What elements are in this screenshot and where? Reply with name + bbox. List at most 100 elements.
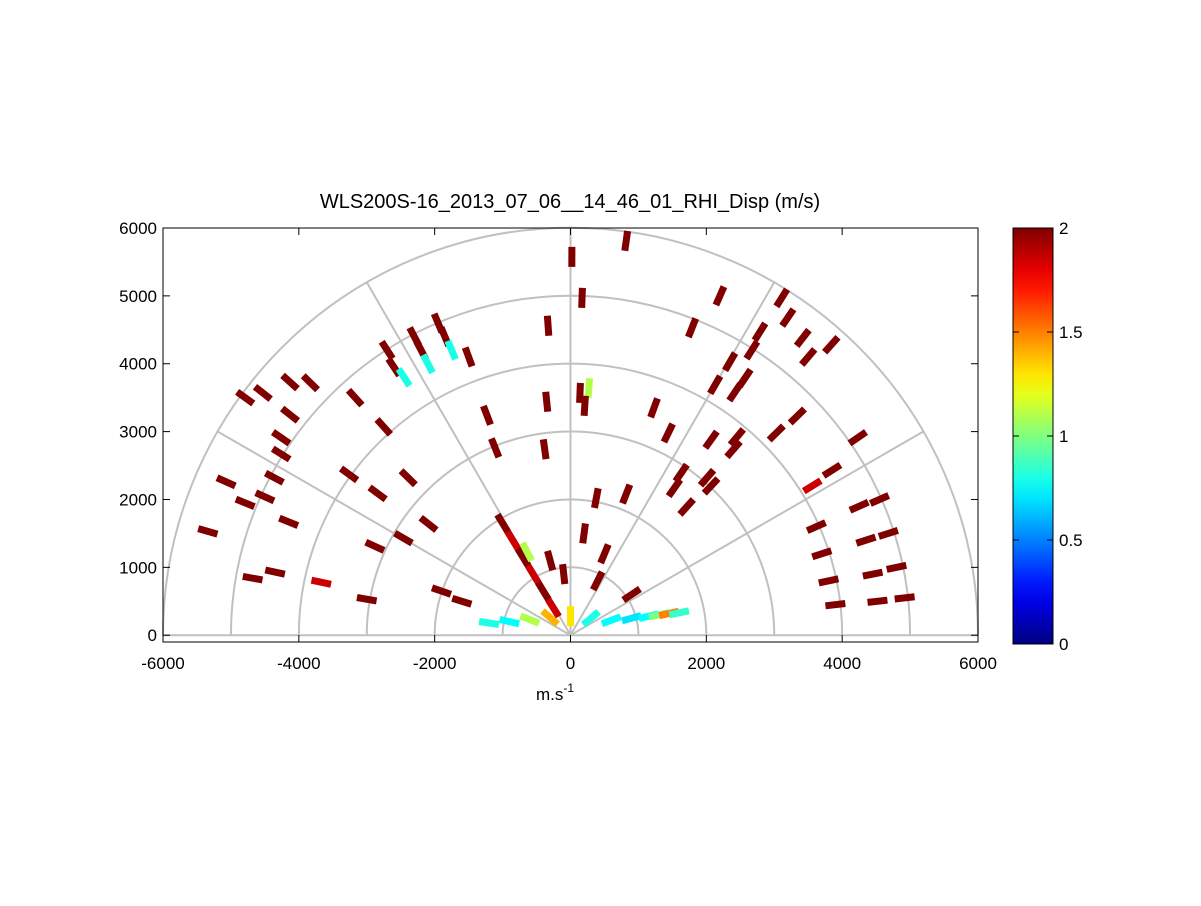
data-point — [444, 339, 459, 361]
data-point — [665, 477, 684, 499]
data-point — [540, 608, 560, 627]
data-point — [542, 391, 552, 413]
polar-grid-spoke — [217, 430, 572, 637]
data-point — [395, 367, 413, 388]
data-point — [488, 437, 503, 459]
data-point — [215, 474, 237, 490]
data-point — [310, 576, 332, 588]
data-point — [743, 339, 761, 361]
data-point — [280, 372, 300, 392]
data-point — [254, 489, 276, 505]
data-point — [498, 616, 520, 628]
y-tick-label: 3000 — [119, 423, 157, 442]
data-point — [367, 484, 388, 503]
data-point — [580, 395, 589, 417]
data-point — [621, 586, 642, 603]
data-point — [338, 465, 360, 484]
data-point — [535, 580, 552, 602]
data-point — [724, 439, 743, 460]
data-point — [619, 483, 634, 505]
data-point — [736, 367, 754, 389]
colorbar-tick-label: 0.5 — [1059, 531, 1083, 550]
data-point — [430, 584, 453, 598]
data-point — [300, 373, 320, 393]
data-point — [235, 388, 256, 407]
data-point — [685, 317, 700, 339]
data-point — [672, 462, 690, 484]
data-point — [478, 618, 500, 628]
data-point — [279, 405, 301, 424]
data-point — [862, 568, 884, 580]
data-point — [480, 404, 494, 426]
data-point — [514, 546, 532, 568]
data-point — [398, 468, 418, 488]
data-point — [579, 523, 589, 544]
x-axis-label: m.s-1 — [536, 681, 574, 704]
data-point — [877, 527, 899, 540]
data-point — [799, 347, 818, 367]
data-point — [885, 561, 908, 573]
data-point — [451, 594, 473, 608]
data-point — [707, 374, 724, 396]
x-tick-label: -6000 — [141, 654, 184, 673]
data-point — [264, 566, 286, 578]
data-point — [519, 541, 535, 563]
data-point — [701, 476, 721, 496]
data-point — [773, 287, 790, 309]
colorbar-tick-label: 1 — [1059, 427, 1068, 446]
data-point — [793, 327, 812, 348]
data-point — [545, 597, 562, 619]
data-point — [578, 287, 586, 309]
data-point — [621, 612, 643, 625]
data-point — [647, 397, 661, 419]
polar-grid-spoke — [569, 430, 924, 637]
x-tick-label: 4000 — [823, 654, 861, 673]
data-point — [822, 334, 841, 355]
y-tick-label: 6000 — [119, 219, 157, 238]
data-point — [697, 467, 717, 488]
data-point — [270, 445, 292, 463]
data-point — [712, 285, 728, 307]
data-point — [378, 339, 396, 361]
data-point — [580, 609, 601, 628]
data-point — [811, 547, 833, 561]
data-point — [847, 429, 869, 447]
data-point — [868, 492, 891, 507]
data-point — [544, 549, 557, 572]
data-point — [418, 514, 439, 533]
data-point — [818, 575, 840, 587]
x-tick-label: 0 — [566, 654, 575, 673]
data-point — [539, 438, 550, 460]
data-point — [597, 543, 612, 565]
x-tick-label: -2000 — [413, 654, 456, 673]
data-point — [805, 519, 827, 534]
data-point — [590, 570, 606, 592]
data-point — [855, 533, 877, 547]
data-point — [278, 514, 300, 529]
data-point — [461, 346, 476, 368]
data-point — [559, 563, 569, 585]
data-point — [726, 381, 744, 403]
data-point — [848, 498, 870, 514]
data-point — [519, 612, 541, 627]
data-point — [356, 594, 378, 605]
data-point — [821, 461, 843, 479]
x-tick-label: -4000 — [277, 654, 320, 673]
x-tick-label: 6000 — [959, 654, 997, 673]
data-point — [524, 563, 542, 585]
data-point — [270, 429, 292, 447]
data-point — [393, 530, 414, 547]
data-point — [722, 351, 739, 373]
data-points — [197, 230, 915, 628]
data-point — [677, 497, 696, 517]
x-label-exponent: -1 — [563, 681, 574, 695]
data-point — [894, 593, 915, 603]
y-tick-label: 4000 — [119, 355, 157, 374]
colorbar-tick-label: 1.5 — [1059, 323, 1083, 342]
y-tick-label: 2000 — [119, 490, 157, 509]
chart-title: WLS200S-16_2013_07_06__14_46_01_RHI_Disp… — [320, 191, 820, 213]
data-point — [567, 606, 574, 627]
data-point — [591, 487, 602, 509]
data-point — [345, 387, 365, 408]
data-point — [751, 321, 769, 343]
